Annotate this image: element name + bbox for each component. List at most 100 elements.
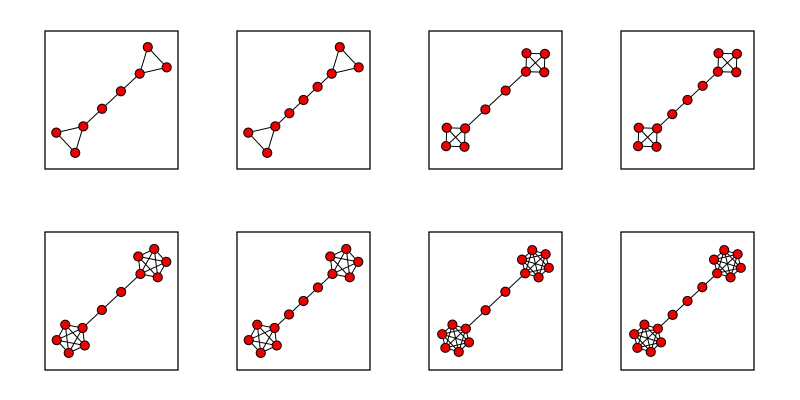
graph-panel-3 — [429, 31, 562, 169]
graph-node — [326, 252, 335, 261]
graph-node — [732, 49, 741, 58]
graph-node — [97, 305, 106, 314]
graph-node — [454, 347, 463, 356]
graph-panel-1 — [45, 31, 178, 169]
graph-node — [272, 341, 281, 350]
graph-node — [540, 68, 549, 77]
graph-node — [153, 273, 162, 282]
graph-node — [284, 310, 293, 319]
graph-node — [501, 287, 510, 296]
graph-node — [97, 104, 106, 113]
graph-node — [544, 263, 553, 272]
graph-node — [441, 343, 450, 352]
graph-node — [501, 86, 510, 95]
graph-node — [668, 110, 677, 119]
graph-node — [683, 296, 692, 305]
graph-node — [540, 49, 549, 58]
graph-node — [162, 257, 171, 266]
graph-node — [713, 67, 722, 76]
graph-node — [71, 148, 80, 157]
graph-node — [80, 341, 89, 350]
graph-node — [64, 348, 73, 357]
graph-node — [732, 68, 741, 77]
graph-node — [464, 338, 473, 347]
graph-panel-8 — [621, 232, 754, 370]
graph-node — [244, 335, 253, 344]
graph-node — [481, 105, 490, 114]
graph-node — [448, 320, 457, 329]
graph-node — [61, 320, 70, 329]
graph-node — [52, 128, 61, 137]
graph-node — [299, 95, 308, 104]
graph-node — [517, 255, 526, 264]
graph-node — [736, 263, 745, 272]
graph-node — [135, 69, 144, 78]
graph-node — [442, 123, 451, 132]
graph-node — [253, 320, 262, 329]
graph-node — [342, 244, 351, 253]
graph-node — [52, 335, 61, 344]
graph-node — [633, 142, 642, 151]
graph-node — [143, 43, 152, 52]
graph-node — [263, 148, 272, 157]
graph-node — [285, 109, 294, 118]
graph-node — [634, 123, 643, 132]
graph-node — [335, 43, 344, 52]
graph-node — [698, 283, 707, 292]
graph-node — [244, 128, 253, 137]
graph-node — [726, 273, 735, 282]
graph-node — [299, 296, 308, 305]
graph-node — [438, 330, 447, 339]
graph-node — [698, 81, 707, 90]
graph-node — [313, 82, 322, 91]
graph-node — [541, 250, 550, 259]
graph-node — [522, 49, 531, 58]
graph-node — [714, 49, 723, 58]
graph-node — [117, 287, 126, 296]
graph-panel-2 — [237, 31, 370, 169]
graph-node — [460, 142, 469, 151]
graph-node — [441, 142, 450, 151]
graph-node — [78, 323, 87, 332]
graph-node — [633, 343, 642, 352]
graph-node — [256, 348, 265, 357]
graph-node — [668, 310, 677, 319]
graph-panel-5 — [45, 232, 178, 370]
graph-node — [521, 67, 530, 76]
graph-node — [709, 255, 718, 264]
graph-node — [646, 347, 655, 356]
graph-node — [271, 122, 280, 131]
graph-node — [653, 324, 662, 333]
graph-node — [327, 69, 336, 78]
graph-node — [162, 63, 171, 72]
graph-node — [733, 250, 742, 259]
graph-node — [653, 124, 662, 133]
graph-node — [720, 246, 729, 255]
graph-node — [354, 63, 363, 72]
graph-node — [328, 269, 337, 278]
graph-node — [534, 273, 543, 282]
graph-node — [313, 283, 322, 292]
graph-node — [150, 244, 159, 253]
graph-node — [345, 273, 354, 282]
graph-panel-6 — [237, 232, 370, 370]
graph-node — [461, 324, 470, 333]
graph-node — [461, 124, 470, 133]
graph-node — [116, 87, 125, 96]
graph-node — [640, 320, 649, 329]
graph-node — [713, 269, 722, 278]
graph-panel-7 — [429, 232, 562, 370]
graph-node — [528, 246, 537, 255]
graph-node — [630, 330, 639, 339]
graph-node — [652, 142, 661, 151]
graph-node — [354, 257, 363, 266]
graph-node — [79, 122, 88, 131]
graph-node — [656, 338, 665, 347]
graph-node — [134, 252, 143, 261]
graph-node — [136, 269, 145, 278]
graph-panel-4 — [621, 31, 754, 169]
graph-node — [521, 269, 530, 278]
graph-node — [481, 306, 490, 315]
graph-node — [270, 323, 279, 332]
